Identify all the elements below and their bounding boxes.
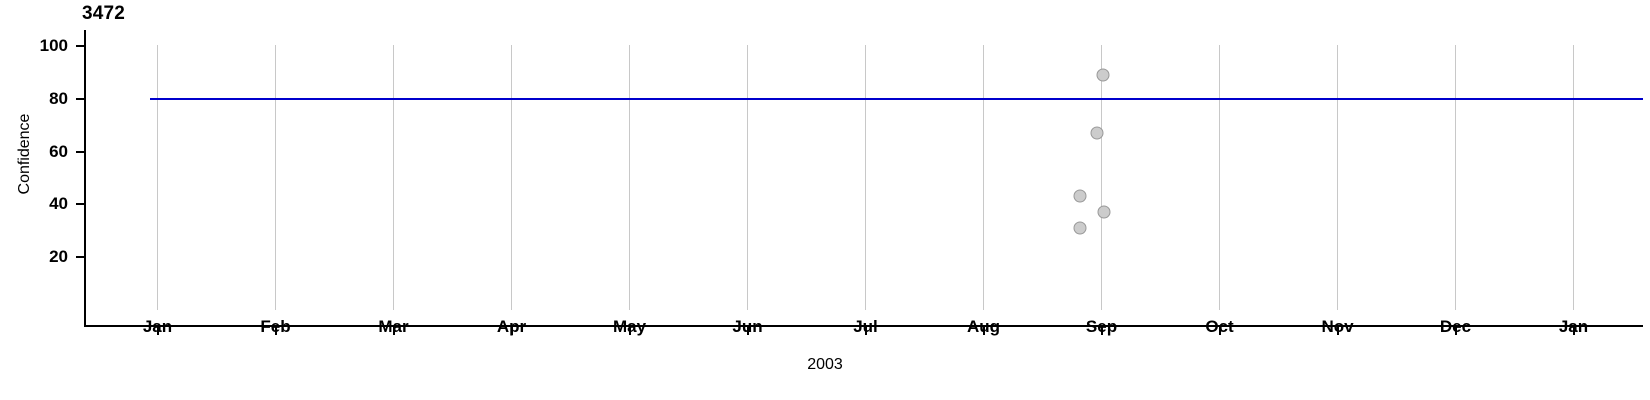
x-tick-7 bbox=[982, 327, 985, 335]
x-tick-label-apr-3: Apr bbox=[496, 317, 527, 336]
y-tick-20 bbox=[76, 256, 84, 258]
grid-line-oct-9 bbox=[1219, 45, 1220, 310]
grid-line-apr-3 bbox=[511, 45, 512, 310]
grid-line-sep-8 bbox=[1101, 45, 1102, 310]
x-tick-11 bbox=[1454, 327, 1457, 335]
y-tick-label-40: 40 bbox=[49, 194, 68, 214]
y-tick-100 bbox=[76, 45, 84, 47]
x-tick-1 bbox=[274, 327, 277, 335]
data-point bbox=[1097, 205, 1111, 219]
y-tick-40 bbox=[76, 203, 84, 206]
x-tick-label-dec-11: Dec bbox=[1439, 317, 1472, 336]
y-tick-80 bbox=[76, 97, 84, 100]
y-axis-title: Confidence bbox=[16, 113, 33, 195]
x-tick-label-nov-10: Nov bbox=[1321, 317, 1354, 336]
x-tick-label-jan-12: Jan bbox=[1558, 317, 1589, 336]
grid-line-mar-2 bbox=[393, 45, 394, 310]
grid-line-jul-6 bbox=[865, 45, 866, 310]
grid-line-dec-11 bbox=[1455, 45, 1456, 310]
x-tick-5 bbox=[746, 327, 749, 335]
y-tick-label-60: 60 bbox=[49, 141, 68, 161]
x-tick-label-jul-6: Jul bbox=[853, 317, 878, 336]
x-tick-label-may-4: May bbox=[612, 317, 647, 336]
threshold-reference-line bbox=[149, 97, 1643, 100]
x-tick-label-jun-5: Jun bbox=[732, 317, 763, 336]
data-point bbox=[1090, 126, 1104, 140]
y-tick-label-100: 100 bbox=[39, 36, 68, 55]
x-tick-label-feb-1: Feb bbox=[260, 317, 291, 336]
x-tick-label-jan-0: Jan bbox=[142, 317, 173, 336]
grid-line-jun-5 bbox=[747, 45, 748, 310]
data-point bbox=[1096, 68, 1110, 82]
x-tick-3 bbox=[510, 327, 513, 335]
x-tick-8 bbox=[1100, 327, 1103, 335]
x-tick-0 bbox=[156, 327, 159, 335]
grid-line-may-4 bbox=[629, 45, 630, 310]
x-tick-9 bbox=[1218, 327, 1221, 335]
data-point bbox=[1073, 221, 1087, 235]
data-point bbox=[1073, 189, 1087, 203]
x-tick-label-sep-8: Sep bbox=[1085, 317, 1118, 336]
y-axis-line bbox=[84, 30, 86, 327]
x-tick-4 bbox=[628, 327, 631, 335]
x-tick-10 bbox=[1336, 327, 1339, 335]
x-tick-label-mar-2: Mar bbox=[378, 317, 409, 336]
grid-line-jan-12 bbox=[1573, 45, 1574, 310]
chart-title: 3472 bbox=[82, 3, 126, 24]
x-tick-label-oct-9: Oct bbox=[1205, 317, 1234, 336]
grid-line-aug-7 bbox=[983, 45, 984, 310]
grid-line-nov-10 bbox=[1337, 45, 1338, 310]
x-axis-title: 2003 bbox=[807, 356, 843, 373]
x-tick-label-aug-7: Aug bbox=[966, 317, 1001, 336]
x-tick-2 bbox=[392, 327, 395, 335]
y-tick-label-20: 20 bbox=[49, 247, 68, 266]
grid-line-feb-1 bbox=[275, 45, 276, 310]
x-tick-12 bbox=[1572, 327, 1575, 335]
x-tick-6 bbox=[864, 327, 867, 335]
grid-line-jan-0 bbox=[157, 45, 158, 310]
y-tick-label-80: 80 bbox=[49, 88, 68, 108]
x-axis-line bbox=[84, 325, 1643, 327]
y-tick-60 bbox=[76, 150, 84, 153]
